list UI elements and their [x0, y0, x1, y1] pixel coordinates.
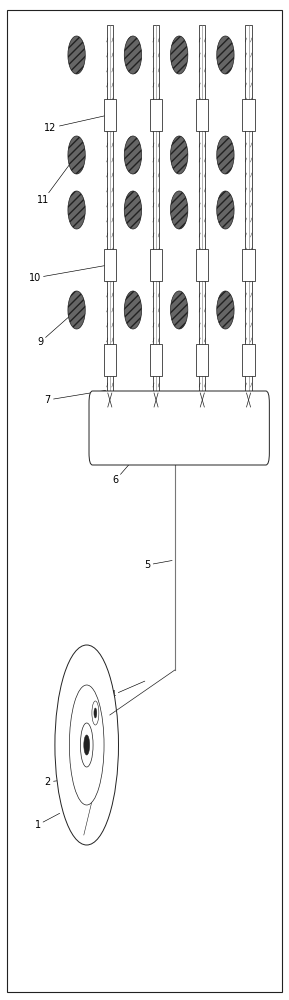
- Text: 4: 4: [110, 681, 145, 700]
- Circle shape: [84, 735, 90, 755]
- FancyBboxPatch shape: [196, 344, 208, 376]
- Ellipse shape: [68, 136, 85, 174]
- Ellipse shape: [124, 191, 142, 229]
- Ellipse shape: [171, 36, 188, 74]
- FancyBboxPatch shape: [104, 344, 116, 376]
- Ellipse shape: [171, 291, 188, 329]
- Ellipse shape: [217, 36, 234, 74]
- FancyBboxPatch shape: [196, 249, 208, 281]
- FancyBboxPatch shape: [150, 344, 162, 376]
- Text: 12: 12: [45, 116, 106, 133]
- Ellipse shape: [217, 191, 234, 229]
- Ellipse shape: [55, 645, 118, 845]
- FancyBboxPatch shape: [242, 344, 255, 376]
- Circle shape: [69, 685, 104, 805]
- Ellipse shape: [217, 136, 234, 174]
- Ellipse shape: [171, 136, 188, 174]
- FancyBboxPatch shape: [196, 99, 208, 131]
- Ellipse shape: [68, 191, 85, 229]
- Text: 7: 7: [45, 390, 106, 405]
- Ellipse shape: [68, 291, 85, 329]
- Circle shape: [94, 708, 97, 718]
- Text: 2: 2: [45, 777, 61, 787]
- Ellipse shape: [68, 36, 85, 74]
- Ellipse shape: [171, 191, 188, 229]
- Ellipse shape: [124, 136, 142, 174]
- FancyBboxPatch shape: [150, 99, 162, 131]
- FancyBboxPatch shape: [245, 25, 252, 395]
- Text: 3: 3: [72, 723, 97, 737]
- FancyBboxPatch shape: [89, 391, 269, 465]
- FancyBboxPatch shape: [104, 249, 116, 281]
- FancyBboxPatch shape: [153, 25, 159, 395]
- FancyBboxPatch shape: [150, 249, 162, 281]
- FancyBboxPatch shape: [242, 249, 255, 281]
- FancyBboxPatch shape: [107, 25, 113, 395]
- Text: 9: 9: [37, 312, 75, 347]
- Ellipse shape: [124, 291, 142, 329]
- Circle shape: [92, 701, 99, 725]
- Text: 6: 6: [112, 442, 149, 485]
- Text: 1: 1: [34, 813, 60, 830]
- Circle shape: [80, 723, 93, 767]
- FancyBboxPatch shape: [242, 99, 255, 131]
- Ellipse shape: [217, 291, 234, 329]
- FancyBboxPatch shape: [104, 99, 116, 131]
- Ellipse shape: [124, 36, 142, 74]
- FancyBboxPatch shape: [199, 25, 205, 395]
- Text: 10: 10: [29, 265, 106, 283]
- Text: 5: 5: [144, 560, 172, 570]
- Text: 11: 11: [37, 157, 75, 205]
